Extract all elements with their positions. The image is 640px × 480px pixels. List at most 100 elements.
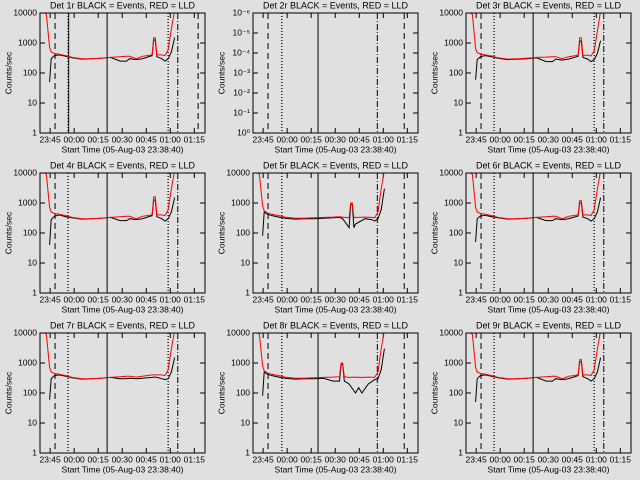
x-tick-label: 23:45 bbox=[252, 454, 274, 464]
x-tick-label: 01:15 bbox=[397, 294, 419, 304]
panel-title: Det 2r BLACK = Events, RED = LLD bbox=[263, 0, 409, 10]
y-tick-label: 100 bbox=[23, 67, 37, 77]
x-tick-label: 23:45 bbox=[465, 454, 487, 464]
y-tick-label: 10 bbox=[454, 417, 464, 427]
x-axis-label: Start Time (05-Aug-03 23:38:40) bbox=[275, 144, 397, 154]
y-tick-label: 10⁻² bbox=[233, 87, 250, 97]
x-tick-label: 00:30 bbox=[325, 454, 347, 464]
y-tick-label: 10⁻⁵ bbox=[233, 27, 250, 37]
x-tick-label: 00:15 bbox=[301, 134, 323, 144]
x-axis-label: Start Time (05-Aug-03 23:38:40) bbox=[62, 304, 184, 314]
y-tick-label: 1 bbox=[458, 447, 463, 457]
plot-frame bbox=[465, 172, 632, 294]
series-line bbox=[475, 357, 602, 403]
x-tick-label: 00:15 bbox=[301, 294, 323, 304]
panel-title: Det 7r BLACK = Events, RED = LLD bbox=[50, 320, 196, 330]
panel: Det 6r BLACK = Events, RED = LLD Start Ti… bbox=[429, 160, 632, 314]
x-tick-label: 23:45 bbox=[465, 134, 487, 144]
x-axis-label: Start Time (05-Aug-03 23:38:40) bbox=[62, 144, 184, 154]
y-tick-label: 10 bbox=[28, 257, 38, 267]
series-line bbox=[43, 333, 175, 380]
x-tick-label: 00:30 bbox=[325, 134, 347, 144]
y-axis-label: Counts/sec bbox=[429, 51, 439, 94]
x-tick-label: 00:30 bbox=[112, 294, 134, 304]
y-tick-label: 10 bbox=[241, 257, 251, 267]
y-tick-label: 10⁻¹ bbox=[233, 107, 250, 117]
y-tick-label: 100 bbox=[236, 227, 250, 237]
x-tick-label: 00:00 bbox=[277, 134, 299, 144]
x-tick-label: 23:45 bbox=[39, 134, 61, 144]
series-line bbox=[256, 173, 385, 219]
y-tick-label: 1000 bbox=[444, 197, 463, 207]
panel-title: Det 1r BLACK = Events, RED = LLD bbox=[50, 0, 196, 10]
plot-frame bbox=[465, 12, 632, 134]
y-tick-label: 1 bbox=[32, 127, 37, 137]
plot-frame bbox=[252, 332, 419, 454]
series-line bbox=[475, 197, 602, 243]
y-axis-label: Counts/sec bbox=[3, 371, 13, 414]
y-tick-label: 1 bbox=[458, 287, 463, 297]
panel: Det 1r BLACK = Events, RED = LLD Start Ti… bbox=[3, 0, 206, 154]
x-tick-label: 01:00 bbox=[160, 454, 182, 464]
x-tick-label: 00:00 bbox=[490, 294, 512, 304]
x-tick-label: 00:15 bbox=[301, 454, 323, 464]
y-tick-label: 1000 bbox=[18, 197, 37, 207]
series-line bbox=[469, 333, 601, 380]
y-tick-label: 1 bbox=[458, 127, 463, 137]
y-tick-label: 10000 bbox=[13, 327, 37, 337]
x-tick-label: 00:00 bbox=[490, 454, 512, 464]
panel-title: Det 5r BLACK = Events, RED = LLD bbox=[263, 160, 409, 170]
y-tick-label: 10 bbox=[241, 417, 251, 427]
x-tick-label: 01:00 bbox=[373, 294, 395, 304]
y-tick-label: 1 bbox=[245, 447, 250, 457]
series-line bbox=[43, 173, 175, 220]
panel-title: Det 6r BLACK = Events, RED = LLD bbox=[476, 160, 622, 170]
panel: Det 9r BLACK = Events, RED = LLD Start Ti… bbox=[429, 320, 632, 474]
x-tick-label: 00:30 bbox=[112, 454, 134, 464]
y-tick-label: 10000 bbox=[439, 327, 463, 337]
x-tick-label: 00:15 bbox=[514, 294, 536, 304]
series-line bbox=[43, 13, 175, 60]
y-tick-label: 100 bbox=[23, 387, 37, 397]
x-tick-label: 00:45 bbox=[136, 134, 158, 144]
y-tick-label: 1000 bbox=[444, 357, 463, 367]
x-tick-label: 00:30 bbox=[325, 294, 347, 304]
panel: Det 4r BLACK = Events, RED = LLD Start Ti… bbox=[3, 160, 206, 314]
x-tick-label: 00:45 bbox=[349, 134, 371, 144]
panel-title: Det 3r BLACK = Events, RED = LLD bbox=[476, 0, 622, 10]
plot-frame bbox=[39, 172, 206, 294]
series-line bbox=[49, 37, 176, 83]
y-tick-label: 10000 bbox=[439, 167, 463, 177]
x-axis-label: Start Time (05-Aug-03 23:38:40) bbox=[488, 304, 610, 314]
x-tick-label: 01:00 bbox=[586, 454, 608, 464]
y-tick-label: 10000 bbox=[13, 7, 37, 17]
x-tick-label: 01:15 bbox=[610, 294, 632, 304]
y-tick-label: 1000 bbox=[18, 37, 37, 47]
x-tick-label: 01:00 bbox=[160, 134, 182, 144]
plot-frame bbox=[39, 12, 206, 134]
x-tick-label: 01:15 bbox=[610, 134, 632, 144]
x-tick-label: 01:00 bbox=[373, 134, 395, 144]
x-tick-label: 23:45 bbox=[252, 134, 274, 144]
series-line bbox=[262, 348, 385, 396]
x-tick-label: 00:15 bbox=[514, 134, 536, 144]
x-tick-label: 00:00 bbox=[277, 294, 299, 304]
x-tick-label: 00:15 bbox=[88, 294, 110, 304]
y-tick-label: 10⁰ bbox=[237, 127, 250, 137]
y-axis-label: Counts/sec bbox=[3, 211, 13, 254]
series-line bbox=[262, 188, 385, 236]
panel-title: Det 4r BLACK = Events, RED = LLD bbox=[50, 160, 196, 170]
y-tick-label: 100 bbox=[449, 227, 463, 237]
plot-frame bbox=[39, 332, 206, 454]
x-tick-label: 01:00 bbox=[586, 294, 608, 304]
y-tick-label: 10⁻⁴ bbox=[232, 47, 250, 57]
x-tick-label: 01:00 bbox=[373, 454, 395, 464]
x-tick-label: 00:45 bbox=[562, 134, 584, 144]
x-tick-label: 00:45 bbox=[349, 294, 371, 304]
panel: Det 3r BLACK = Events, RED = LLD Start Ti… bbox=[429, 0, 632, 154]
x-tick-label: 00:00 bbox=[64, 134, 86, 144]
y-tick-label: 10 bbox=[454, 257, 464, 267]
x-tick-label: 00:45 bbox=[562, 294, 584, 304]
x-axis-label: Start Time (05-Aug-03 23:38:40) bbox=[488, 144, 610, 154]
